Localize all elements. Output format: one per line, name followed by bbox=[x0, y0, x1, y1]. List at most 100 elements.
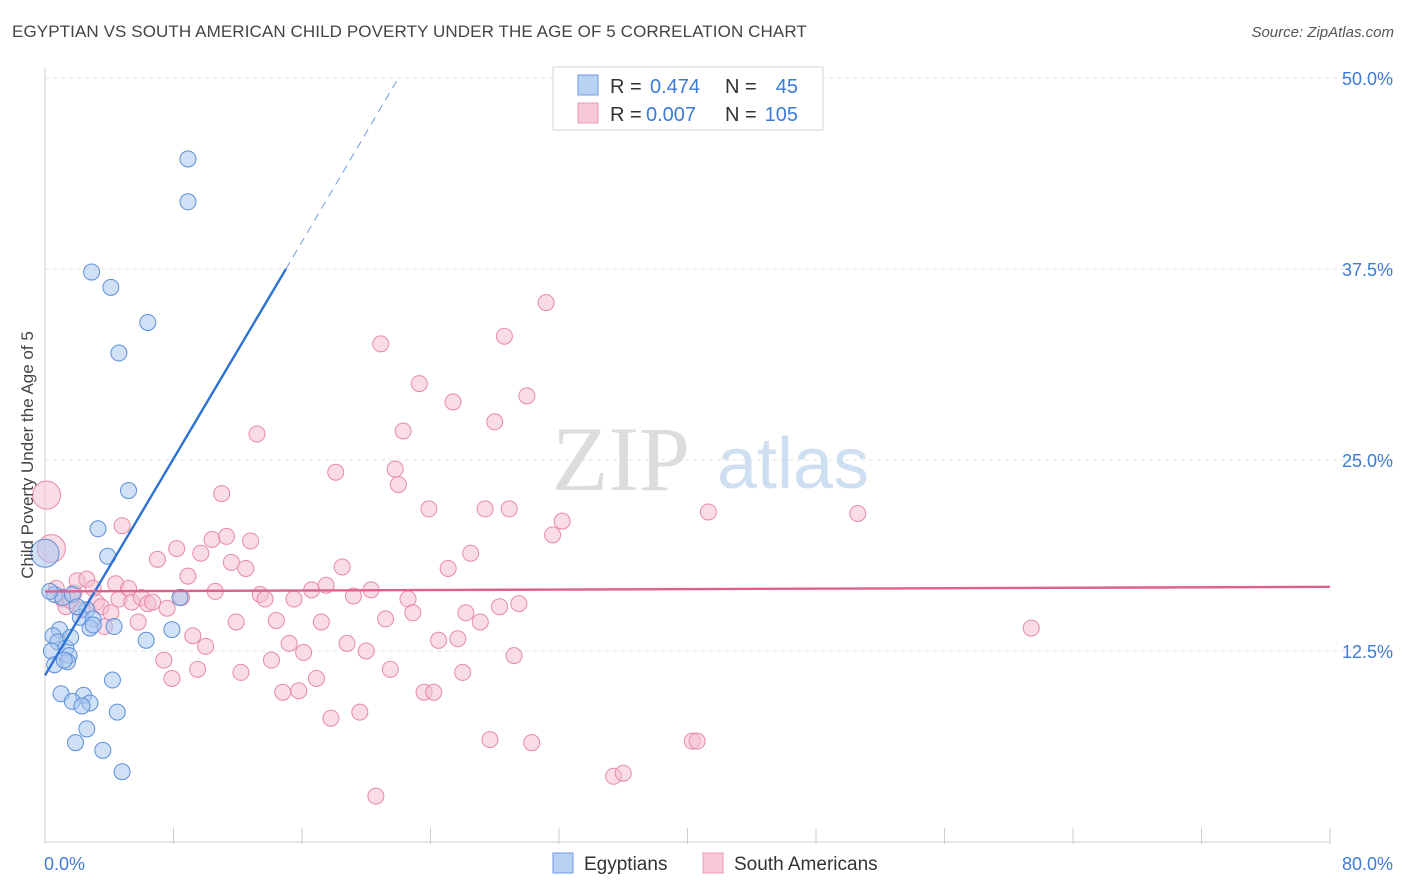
south-american-point bbox=[486, 413, 504, 431]
egyptian-point bbox=[110, 344, 128, 362]
south-american-point bbox=[457, 604, 475, 622]
stats-legend-swatch-blue bbox=[577, 74, 599, 96]
stats-r-value-blue: 0.474 bbox=[650, 76, 700, 98]
south-american-point bbox=[232, 663, 250, 681]
stats-r-value-pink: 0.007 bbox=[646, 104, 696, 126]
south-american-point bbox=[168, 540, 186, 558]
south-american-point bbox=[322, 709, 340, 727]
south-american-point bbox=[462, 544, 480, 562]
y-tick-label: 25.0% bbox=[1342, 451, 1393, 471]
south-american-point bbox=[537, 294, 555, 312]
south-american-point bbox=[32, 480, 62, 510]
stats-n-value-pink: 105 bbox=[765, 104, 798, 126]
egyptian-point bbox=[171, 589, 189, 607]
series-south-americans bbox=[32, 294, 1040, 805]
south-american-point bbox=[179, 567, 197, 585]
south-american-point bbox=[113, 517, 131, 535]
south-american-point bbox=[227, 613, 245, 631]
egyptian-point bbox=[137, 631, 155, 649]
south-american-point bbox=[295, 644, 313, 662]
egyptian-point bbox=[62, 628, 80, 646]
south-american-point bbox=[158, 599, 176, 617]
south-american-point bbox=[491, 598, 509, 616]
south-american-point bbox=[262, 651, 280, 669]
south-american-point bbox=[454, 663, 472, 681]
south-american-point bbox=[500, 500, 518, 518]
south-american-point bbox=[410, 375, 428, 393]
egyptian-point bbox=[163, 621, 181, 639]
egyptian-point bbox=[108, 703, 126, 721]
south-american-point bbox=[290, 682, 308, 700]
south-american-point bbox=[495, 327, 513, 345]
south-american-point bbox=[344, 587, 362, 605]
x-tick-label-max: 80.0% bbox=[1342, 854, 1393, 874]
south-american-point bbox=[237, 559, 255, 577]
south-american-point bbox=[425, 683, 443, 701]
south-american-point bbox=[377, 610, 395, 628]
south-american-point bbox=[203, 530, 221, 548]
trend-lines bbox=[43, 77, 1331, 677]
south-american-point bbox=[129, 613, 147, 631]
south-american-point bbox=[544, 526, 562, 544]
south-american-point bbox=[213, 485, 231, 503]
egyptian-point bbox=[84, 616, 102, 634]
egyptian-point bbox=[102, 278, 120, 296]
y-tick-label: 37.5% bbox=[1342, 260, 1393, 280]
south-american-point bbox=[148, 550, 166, 568]
south-american-point bbox=[222, 553, 240, 571]
south-american-point bbox=[357, 642, 375, 660]
stats-r-label-pink: R = bbox=[610, 104, 642, 126]
egyptian-point bbox=[139, 313, 157, 331]
stats-n-value-blue: 45 bbox=[776, 76, 798, 98]
egyptian-point bbox=[78, 720, 96, 738]
south-american-point bbox=[267, 611, 285, 629]
x-tick-label-min: 0.0% bbox=[44, 854, 85, 874]
south-american-point bbox=[553, 512, 571, 530]
south-american-point bbox=[184, 627, 202, 645]
south-american-point bbox=[338, 634, 356, 652]
south-american-point bbox=[1022, 619, 1040, 637]
legend-swatch-egyptians bbox=[552, 852, 574, 874]
egyptian-point bbox=[105, 618, 123, 636]
south-american-point bbox=[394, 422, 412, 440]
south-american-point bbox=[386, 460, 404, 478]
south-american-point bbox=[699, 503, 717, 521]
egyptian-point bbox=[73, 697, 91, 715]
south-american-point bbox=[189, 660, 207, 678]
egyptian-point bbox=[55, 651, 73, 669]
south-american-point bbox=[274, 683, 292, 701]
egyptian-point bbox=[179, 150, 197, 168]
watermark-atlas: atlas bbox=[717, 424, 869, 504]
south-american-point bbox=[439, 559, 457, 577]
south-american-point bbox=[510, 595, 528, 613]
south-american-point bbox=[471, 613, 489, 631]
legend-label-egyptians: Egyptians bbox=[584, 854, 667, 875]
south-american-point bbox=[381, 660, 399, 678]
south-american-point bbox=[367, 787, 385, 805]
south-american-point bbox=[404, 604, 422, 622]
south-american-point bbox=[523, 734, 541, 752]
stats-legend: R = 0.474 N = 45 R = 0.007 N = 105 bbox=[552, 66, 824, 131]
south-american-point bbox=[351, 703, 369, 721]
south-american-point bbox=[476, 500, 494, 518]
egyptian-point bbox=[67, 734, 85, 752]
south-american-point bbox=[430, 631, 448, 649]
legend-swatch-south-americans bbox=[702, 852, 724, 874]
south-american-point bbox=[307, 670, 325, 688]
south-american-point bbox=[444, 393, 462, 411]
y-tick-label: 12.5% bbox=[1342, 642, 1393, 662]
stats-r-label-blue: R = bbox=[610, 76, 642, 98]
egyptian-point bbox=[179, 193, 197, 211]
trend-line-egyptians-extension bbox=[285, 77, 399, 270]
south-american-point bbox=[163, 670, 181, 688]
south-american-point bbox=[155, 651, 173, 669]
south-american-point bbox=[688, 732, 706, 750]
south-american-point bbox=[449, 630, 467, 648]
stats-n-label-pink: N = bbox=[725, 104, 757, 126]
axes: 12.5% 25.0% 37.5% 50.0% bbox=[44, 68, 1393, 844]
south-american-point bbox=[372, 335, 390, 353]
egyptian-point bbox=[120, 482, 138, 500]
egyptian-point bbox=[113, 763, 131, 781]
south-american-point bbox=[518, 387, 536, 405]
